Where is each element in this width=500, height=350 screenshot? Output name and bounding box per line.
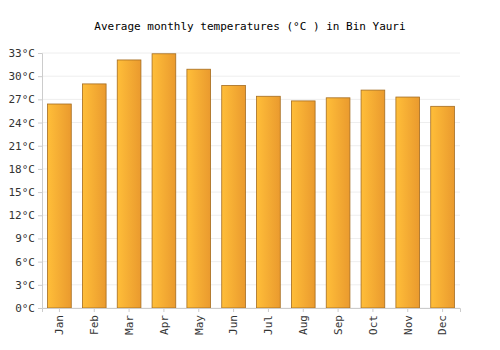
x-tick: Apr bbox=[158, 308, 171, 335]
y-tick-label: 18°C bbox=[9, 163, 36, 176]
y-tick-mark bbox=[38, 53, 42, 54]
x-tick-label: Dec bbox=[436, 315, 449, 335]
bar bbox=[48, 104, 72, 308]
grid-line bbox=[42, 53, 460, 54]
x-tick-label: Oct bbox=[367, 315, 380, 335]
bar bbox=[117, 60, 141, 308]
x-tick-label: Aug bbox=[297, 315, 310, 335]
x-tick: Aug bbox=[297, 308, 310, 335]
bar bbox=[431, 106, 455, 308]
y-tick-label: 30°C bbox=[9, 70, 36, 83]
x-tick: Dec bbox=[436, 308, 449, 335]
bar bbox=[222, 85, 246, 308]
y-tick: 30°C bbox=[9, 70, 43, 83]
y-tick-label: 0°C bbox=[15, 302, 35, 315]
y-tick-mark bbox=[38, 285, 42, 286]
x-tick-mark bbox=[338, 308, 339, 312]
y-tick-mark bbox=[38, 215, 42, 216]
y-tick-label: 33°C bbox=[9, 47, 36, 60]
y-tick-mark bbox=[38, 123, 42, 124]
y-tick-label: 9°C bbox=[15, 232, 35, 245]
x-tick-mark bbox=[268, 308, 269, 312]
x-tick-mark bbox=[163, 308, 164, 312]
y-tick-mark bbox=[38, 76, 42, 77]
title: Average monthly temperatures (°C ) in Bi… bbox=[94, 20, 405, 33]
y-tick: 33°C bbox=[9, 47, 43, 60]
x-tick-mark bbox=[372, 308, 373, 312]
x-axis: Jan Feb Mar Apr May Jun Jul Aug Sep Oct Nov Dec bbox=[43, 308, 461, 335]
grid-line bbox=[42, 76, 460, 77]
x-tick-label: Jun bbox=[227, 315, 240, 335]
y-tick-label: 6°C bbox=[15, 256, 35, 269]
y-tick-label: 24°C bbox=[9, 117, 36, 130]
y-tick: 12°C bbox=[9, 209, 43, 222]
y-tick-label: 12°C bbox=[9, 209, 36, 222]
y-tick-label: 15°C bbox=[9, 186, 36, 199]
x-axis-line bbox=[43, 309, 461, 313]
y-axis-line bbox=[38, 54, 43, 309]
y-tick: 21°C bbox=[9, 140, 43, 153]
x-tick-label: Feb bbox=[88, 315, 101, 335]
x-tick-mark bbox=[442, 308, 443, 312]
x-tick-mark bbox=[129, 308, 130, 312]
bar bbox=[291, 101, 315, 308]
x-tick-mark bbox=[198, 308, 199, 312]
x-tick-label: Jul bbox=[262, 315, 275, 335]
x-tick-mark bbox=[233, 308, 234, 312]
y-tick: 18°C bbox=[9, 163, 43, 176]
y-tick-label: 27°C bbox=[9, 93, 36, 106]
y-tick: 24°C bbox=[9, 117, 43, 130]
y-tick: 15°C bbox=[9, 186, 43, 199]
chart-container: Average monthly temperatures (°C ) in Bi… bbox=[0, 0, 500, 350]
x-tick-mark bbox=[94, 308, 95, 312]
x-tick: Feb bbox=[88, 308, 101, 335]
x-tick-label: Jan bbox=[53, 315, 66, 335]
y-tick-mark bbox=[38, 99, 42, 100]
y-tick-label: 21°C bbox=[9, 140, 36, 153]
bar bbox=[152, 54, 176, 308]
bar bbox=[326, 98, 350, 308]
y-tick: 3°C bbox=[15, 279, 42, 292]
x-tick-label: Nov bbox=[402, 315, 415, 335]
plot-area: 0°C 3°C 6°C 9°C 12°C 15°C 18°C 21°C 24°C 27°C 30°C… bbox=[9, 47, 461, 335]
y-tick-mark bbox=[38, 238, 42, 239]
bar bbox=[187, 69, 211, 308]
grid bbox=[42, 53, 460, 308]
x-tick-mark bbox=[407, 308, 408, 312]
x-tick: Jul bbox=[262, 308, 275, 335]
y-tick-mark bbox=[38, 146, 42, 147]
y-tick: 0°C bbox=[15, 302, 42, 315]
y-axis: 0°C 3°C 6°C 9°C 12°C 15°C 18°C 21°C 24°C 27°C 30°C… bbox=[9, 47, 43, 315]
y-tick: 6°C bbox=[15, 256, 42, 269]
x-tick: May bbox=[193, 308, 206, 335]
y-tick-mark bbox=[38, 262, 42, 263]
bar bbox=[257, 96, 281, 308]
bar bbox=[82, 84, 106, 308]
chart-svg: Average monthly temperatures (°C ) in Bi… bbox=[0, 0, 500, 350]
y-tick-mark bbox=[38, 192, 42, 193]
y-tick-label: 3°C bbox=[15, 279, 35, 292]
x-tick: Mar bbox=[123, 308, 136, 335]
x-tick: Oct bbox=[367, 308, 380, 335]
bars bbox=[48, 54, 455, 308]
bar bbox=[396, 97, 420, 308]
bar bbox=[361, 90, 385, 308]
x-tick: Jun bbox=[227, 308, 240, 335]
x-tick: Sep bbox=[332, 308, 345, 335]
x-tick-label: Sep bbox=[332, 315, 345, 335]
x-tick: Jan bbox=[53, 308, 66, 335]
y-tick-mark bbox=[38, 308, 42, 309]
x-tick-label: Apr bbox=[158, 315, 171, 335]
x-tick-label: Mar bbox=[123, 315, 136, 335]
y-tick: 27°C bbox=[9, 93, 43, 106]
x-tick-label: May bbox=[193, 315, 206, 335]
x-tick-mark bbox=[303, 308, 304, 312]
y-tick: 9°C bbox=[15, 232, 42, 245]
y-tick-mark bbox=[38, 169, 42, 170]
x-tick: Nov bbox=[402, 308, 415, 335]
x-tick-mark bbox=[59, 308, 60, 312]
